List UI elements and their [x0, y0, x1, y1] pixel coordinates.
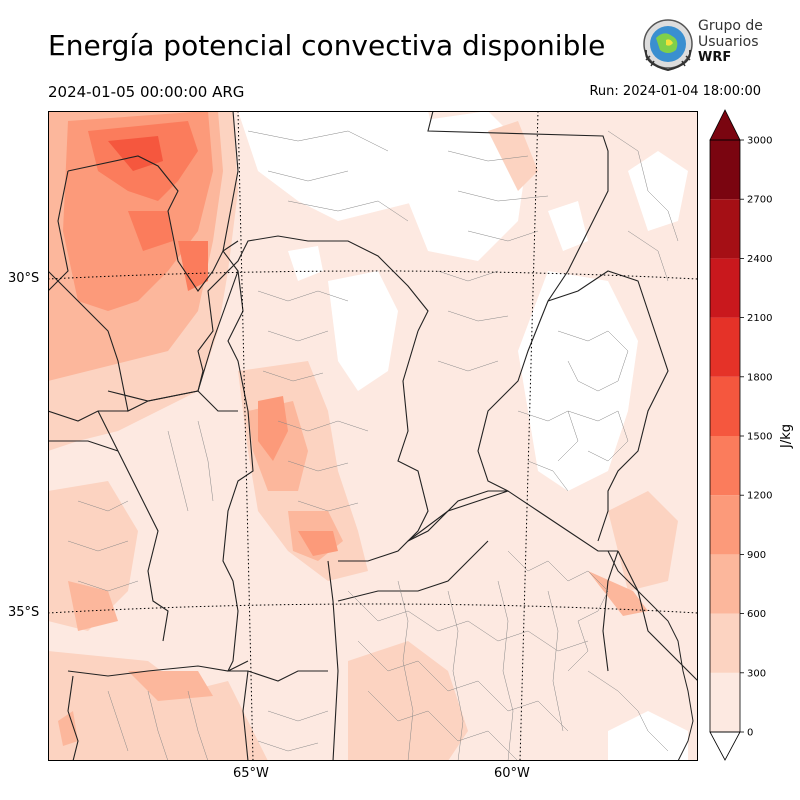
lat-label-35s: 35°S: [8, 605, 40, 620]
colorbar-bin: [710, 495, 740, 555]
colorbar-label: J/kg: [779, 424, 794, 449]
map-frame: [48, 111, 698, 761]
colorbar-bins: [710, 140, 740, 732]
colorbar-bin: [710, 199, 740, 259]
colorbar-tick-label: 3000: [747, 136, 772, 147]
page-title: Energía potencial convectiva disponible: [48, 29, 606, 62]
colorbar-tick-label: 1500: [747, 432, 772, 443]
colorbar-tick-label: 1800: [747, 372, 772, 383]
colorbar-ticks: 0 300 600 900 1200 1500 1800 2100 2400 2700 3000: [740, 136, 772, 739]
logo-text: Grupo de Usuarios WRF: [698, 18, 763, 65]
colorbar-bin: [710, 317, 740, 377]
colorbar-extend-bottom: [709, 731, 741, 761]
run-time: Run: 2024-01-04 18:00:00: [589, 84, 761, 99]
colorbar-bin: [710, 376, 740, 436]
colorbar-bin: [710, 554, 740, 614]
valid-time: 2024-01-05 00:00:00 ARG: [48, 83, 245, 101]
colorbar-tick-label: 0: [747, 728, 753, 739]
wrf-users-logo: Grupo de Usuarios WRF: [640, 16, 770, 76]
province-borders: [48, 111, 698, 761]
lat-label-30s: 30°S: [8, 271, 40, 286]
coastline: [607, 550, 694, 761]
colorbar-tick-label: 2400: [747, 254, 772, 265]
colorbar-tick-label: 900: [747, 550, 766, 561]
colorbar-bin: [710, 672, 740, 732]
colorbar-tick-label: 300: [747, 668, 766, 679]
cape-fill-1500-1800: [108, 136, 163, 171]
colorbar-tick-label: 600: [747, 609, 766, 620]
cape-map: [48, 111, 698, 761]
colorbar: 0 300 600 900 1200 1500 1800 2100 2400 2700 3000 J…: [709, 109, 794, 761]
colorbar-bin: [710, 140, 740, 200]
graticule: [48, 111, 698, 761]
globe-seal-icon: [643, 19, 693, 72]
colorbar-bin: [710, 258, 740, 318]
department-borders: [67, 130, 679, 761]
colorbar-bin: [710, 613, 740, 673]
colorbar-extend-top: [709, 109, 741, 141]
colorbar-bin: [710, 436, 740, 496]
colorbar-tick-label: 1200: [747, 491, 772, 502]
colorbar-tick-label: 2700: [747, 195, 772, 206]
colorbar-tick-label: 2100: [747, 313, 772, 324]
lon-label-65w: 65°W: [233, 766, 269, 781]
lon-label-60w: 60°W: [494, 766, 530, 781]
